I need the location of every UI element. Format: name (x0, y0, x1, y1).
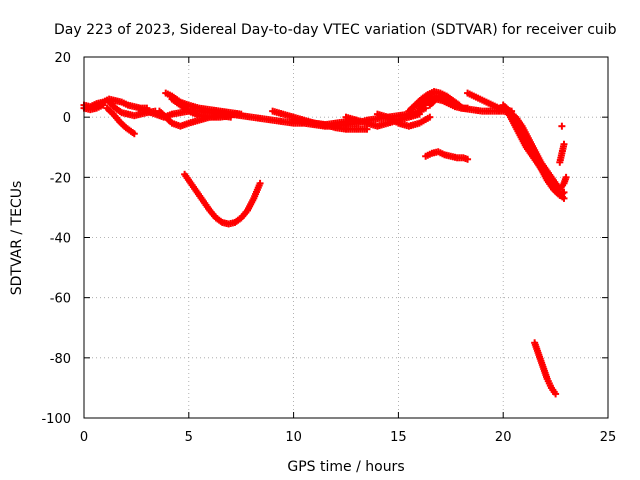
y-tick-label: 0 (63, 111, 71, 126)
x-axis-title: GPS time / hours (287, 459, 404, 475)
data-point (237, 110, 245, 118)
x-tick-label: 15 (390, 430, 407, 445)
data-point (560, 140, 568, 148)
data-point (256, 179, 264, 187)
data-point (363, 125, 371, 133)
data-point (552, 390, 560, 398)
x-tick-label: 10 (285, 430, 302, 445)
y-tick-label: 20 (54, 51, 71, 66)
y-tick-label: -40 (50, 232, 71, 247)
data-series (80, 88, 570, 398)
y-tick-label: -80 (50, 352, 71, 367)
x-tick-label: 20 (495, 430, 512, 445)
y-tick-label: -60 (50, 292, 71, 307)
y-axis-title: SDTVAR / TECUs (9, 181, 25, 296)
data-point (415, 110, 423, 118)
data-point (227, 112, 235, 120)
data-point (426, 113, 434, 121)
y-tick-label: -20 (50, 171, 71, 186)
data-point (560, 194, 568, 202)
x-tick-label: 0 (80, 430, 88, 445)
data-point (558, 122, 566, 130)
y-tick-label: -100 (41, 412, 71, 427)
chart-title: Day 223 of 2023, Sidereal Day-to-day VTE… (54, 22, 617, 38)
data-point (130, 130, 138, 138)
x-tick-label: 25 (600, 430, 617, 445)
x-tick-label: 5 (185, 430, 193, 445)
data-point (99, 101, 107, 109)
axis-ticks: 0 5 10 15 20 25 20 0 -20 -40 -60 -80 -100 (41, 51, 616, 445)
data-point (562, 173, 570, 181)
data-point (464, 155, 472, 163)
